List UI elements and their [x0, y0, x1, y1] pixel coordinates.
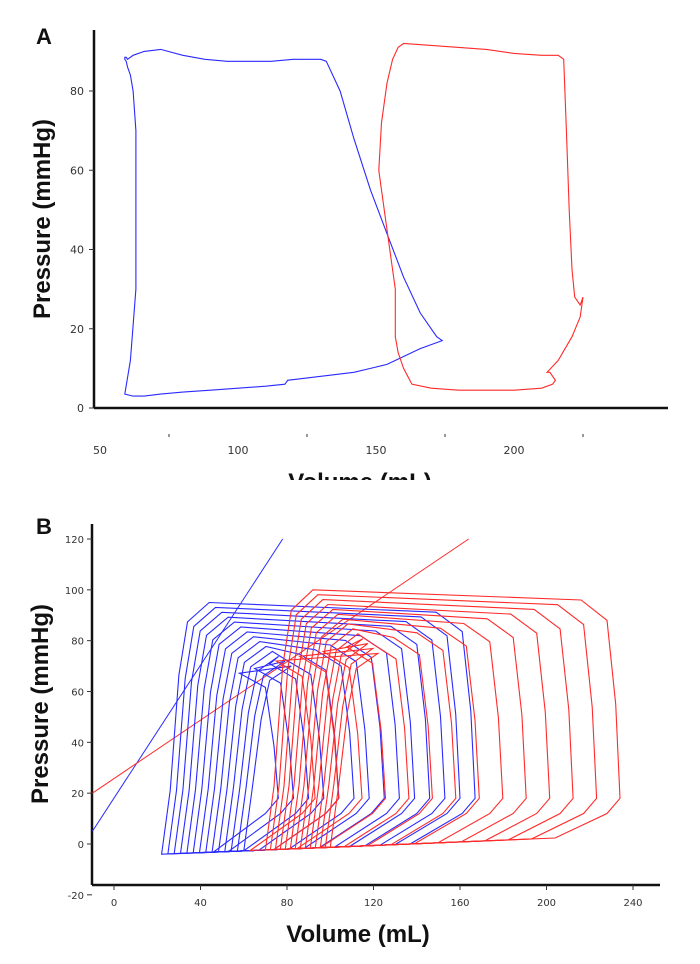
- x-tick-label-a: 50: [93, 444, 107, 457]
- panel-label-b: B: [36, 514, 52, 539]
- ticks-b: -20 0 20 40 60 80 100 120 0 40 80 120 160 200 240: [65, 535, 643, 909]
- panel-label-a: A: [36, 24, 52, 49]
- x-tick-label-b: 80: [281, 898, 294, 909]
- pv-loop-b-1-7: [299, 623, 457, 850]
- pv-loop-b-1-2: [274, 599, 574, 851]
- y-tick-label-b: 80: [71, 637, 84, 648]
- y-tick-label-a: 60: [70, 164, 84, 177]
- x-axis-title-a: Volume (mL): [288, 469, 432, 480]
- pv-loop-a-1: [378, 42, 584, 391]
- pv-loop-b-1-3: [279, 603, 551, 850]
- chart-panel-b: B -20 0 20 40 60 80 100 120 0 40 80 120 160 200 240 Vo…: [27, 514, 660, 948]
- y-tick-label-b: 40: [71, 738, 84, 749]
- x-tick-label-a: 150: [366, 444, 387, 457]
- pv-loop-b-0-13: [211, 665, 292, 853]
- y-tick-label-b: -20: [68, 891, 84, 902]
- y-tick-label-b: 20: [71, 789, 84, 800]
- x-tick-label-b: 40: [194, 898, 207, 909]
- y-axis-title-b: Pressure (mmHg): [27, 604, 54, 804]
- pv-loop-b-1-6: [294, 618, 480, 850]
- y-tick-label-a: 0: [77, 402, 84, 415]
- x-tick-label-b: 160: [450, 898, 469, 909]
- y-tick-label-a: 40: [70, 244, 84, 257]
- y-tick-label-b: 0: [78, 840, 84, 851]
- pv-loop-a-0: [124, 48, 444, 397]
- x-tick-label-a: 200: [504, 444, 525, 457]
- y-tick-label-a: 20: [70, 323, 84, 336]
- x-tick-label-b: 240: [623, 898, 642, 909]
- y-axis-title-a: Pressure (mmHg): [29, 119, 56, 319]
- series-a: [124, 42, 584, 397]
- x-tick-label-b: 200: [537, 898, 556, 909]
- pv-loop-b-1-1: [269, 594, 598, 851]
- x-tick-label-b: 120: [364, 898, 383, 909]
- pv-loop-b-1-8: [304, 628, 433, 849]
- pv-loop-b-1-13: [248, 652, 380, 852]
- y-tick-label-b: 100: [65, 586, 84, 597]
- chart-panel-a: A 0 20 40 60 80 50 100 150 200 Volume (mL) Press…: [29, 24, 668, 480]
- x-tick-label-b: 0: [111, 898, 117, 909]
- series-b: [92, 538, 621, 855]
- y-tick-label-b: 60: [71, 688, 84, 699]
- pv-loop-b-1-0: [264, 589, 621, 851]
- esvpr-line-b-0: [92, 538, 284, 832]
- y-tick-label-b: 120: [65, 535, 84, 546]
- x-tick-label-a: 100: [228, 444, 249, 457]
- pv-loop-b-1-5: [289, 613, 504, 850]
- ticks-a: 0 20 40 60 80 50 100 150 200: [70, 85, 584, 457]
- esvpr-line-b-1: [92, 538, 469, 794]
- y-tick-label-a: 80: [70, 85, 84, 98]
- x-axis-title-b: Volume (mL): [286, 921, 430, 948]
